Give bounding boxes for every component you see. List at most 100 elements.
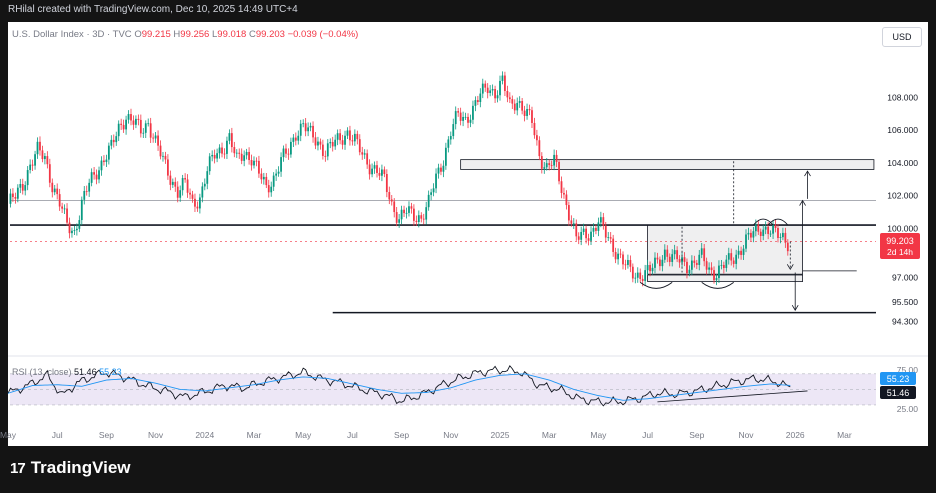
arc-bottom-1 xyxy=(639,282,673,289)
candle-body xyxy=(735,254,738,264)
arrow-down-1-head xyxy=(786,264,794,271)
candle-body xyxy=(553,154,556,166)
candle-body xyxy=(398,219,401,223)
candle-body xyxy=(700,248,703,255)
candle-body xyxy=(390,199,393,202)
candle-body xyxy=(742,248,745,255)
candle-body xyxy=(250,159,253,166)
level-lines xyxy=(10,200,876,314)
candle-body xyxy=(750,232,752,238)
candle-body xyxy=(754,224,757,232)
price-axis: 108.000 106.000 104.000 102.000 100.000 97.00… xyxy=(887,92,918,326)
candle-body xyxy=(260,173,263,180)
candle-body xyxy=(437,167,440,174)
candle-body xyxy=(550,165,553,166)
open-value: 99.215 xyxy=(141,29,171,40)
candle-body xyxy=(341,140,344,145)
candle-body xyxy=(356,133,359,140)
candle-body xyxy=(462,116,464,121)
candle-body xyxy=(403,209,405,214)
candle-body xyxy=(690,260,693,270)
arc-bottom-2 xyxy=(701,282,734,289)
candle-body xyxy=(501,75,504,81)
candle-body xyxy=(444,147,447,166)
candle-body xyxy=(326,143,329,157)
candle-body xyxy=(16,187,19,199)
rsi-ma-badge: 55.23 xyxy=(887,374,910,384)
candle-body xyxy=(127,114,130,120)
candle-body xyxy=(366,153,369,165)
candle-body xyxy=(255,160,258,162)
candle-body xyxy=(516,102,519,111)
candle-body xyxy=(139,119,142,134)
candle-body xyxy=(307,127,310,132)
candle-body xyxy=(201,186,204,198)
candle-body xyxy=(304,123,307,132)
price-tick: 100.000 xyxy=(887,223,918,233)
candle-body xyxy=(24,185,27,191)
zone-1 xyxy=(647,224,803,275)
currency-button[interactable]: USD xyxy=(882,27,922,47)
time-tick: Mar xyxy=(542,430,557,440)
candle-body xyxy=(110,139,113,146)
rsi-value: 51.46 xyxy=(74,367,97,377)
candle-body xyxy=(319,141,322,145)
time-tick: Jul xyxy=(52,430,63,440)
candle-body xyxy=(703,248,706,262)
candle-body xyxy=(312,125,314,138)
candle-body xyxy=(98,170,100,180)
candle-body xyxy=(73,230,76,231)
candle-body xyxy=(157,135,159,146)
candle-body xyxy=(162,155,164,157)
time-tick: Sep xyxy=(689,430,704,440)
candle-body xyxy=(46,156,49,165)
price-badge-countdown: 2d 14h xyxy=(887,247,913,257)
candle-body xyxy=(624,264,627,266)
candle-body xyxy=(388,192,391,200)
candle-body xyxy=(427,194,430,208)
candle-body xyxy=(90,172,93,183)
candle-body xyxy=(198,197,201,209)
candle-body xyxy=(203,183,206,187)
candle-body xyxy=(349,130,351,141)
candle-body xyxy=(78,220,81,229)
candle-body xyxy=(639,272,642,279)
high-value: 99.256 xyxy=(180,29,210,40)
tradingview-brand[interactable]: 17 TradingView xyxy=(10,458,131,478)
candle-body xyxy=(149,123,152,138)
candle-body xyxy=(132,120,135,125)
change-value: −0.039 (−0.04%) xyxy=(287,29,359,40)
candle-body xyxy=(321,144,324,156)
candle-body xyxy=(53,188,56,193)
rsi-legend[interactable]: RSI (13, close) 51.46 55.23 xyxy=(12,367,122,377)
candle-body xyxy=(238,152,241,154)
candle-body xyxy=(496,95,499,99)
candle-body xyxy=(245,151,248,156)
candle-body xyxy=(654,257,656,268)
candle-body xyxy=(93,172,95,175)
price-badge-bg xyxy=(880,233,920,259)
time-tick: 2026 xyxy=(786,430,805,440)
zone-0 xyxy=(460,159,875,170)
candle-body xyxy=(457,111,460,113)
candle-body xyxy=(430,192,433,195)
candle-body xyxy=(83,190,86,200)
candle-body xyxy=(331,142,334,147)
candle-body xyxy=(540,156,543,169)
candle-body xyxy=(115,136,118,143)
time-tick: Mar xyxy=(247,430,262,440)
symbol-legend[interactable]: U.S. Dollar Index · 3D · TVC O99.215 H99… xyxy=(12,29,358,40)
low-label: L xyxy=(211,29,218,40)
candle-body xyxy=(413,208,415,221)
price-tick: 94.300 xyxy=(892,317,918,327)
candle-body xyxy=(528,109,531,111)
candle-body xyxy=(376,165,378,173)
candle-body xyxy=(764,226,767,230)
candle-body xyxy=(727,253,730,260)
candle-body xyxy=(651,267,654,272)
open-label: O xyxy=(134,29,142,40)
candle-body xyxy=(467,116,469,123)
candle-body xyxy=(695,262,698,265)
candle-body xyxy=(218,147,221,154)
